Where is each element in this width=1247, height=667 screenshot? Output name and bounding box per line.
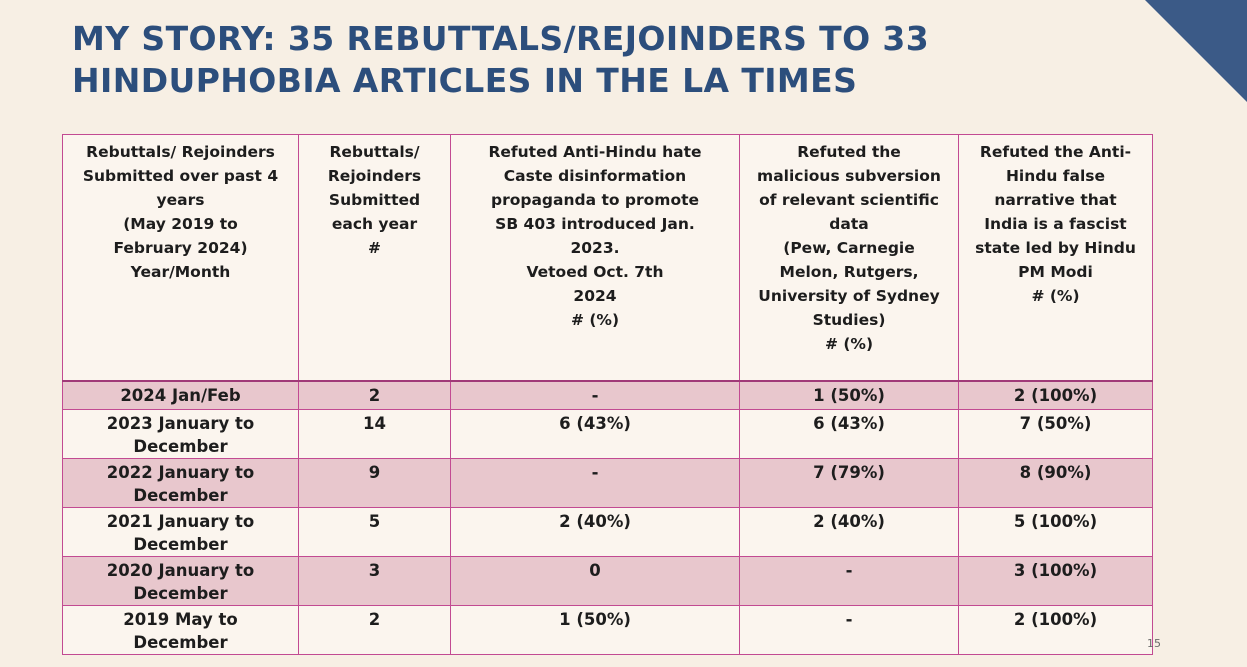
cell-sb403: 0 <box>450 556 740 606</box>
cell-scientific: - <box>739 556 959 606</box>
cell-sb403: 2 (40%) <box>450 507 740 557</box>
corner-accent <box>1145 0 1247 102</box>
cell-sb403: - <box>450 458 740 508</box>
cell-fascist: 2 (100%) <box>958 605 1153 655</box>
cell-count: 14 <box>298 409 451 459</box>
slide-title: MY STORY: 35 REBUTTALS/REJOINDERS TO 33 … <box>72 18 1112 102</box>
cell-count: 9 <box>298 458 451 508</box>
cell-period: 2022 January to December <box>62 458 299 508</box>
table-row: 2021 January to December 5 2 (40%) 2 (40… <box>62 507 1153 557</box>
cell-scientific: 6 (43%) <box>739 409 959 459</box>
header-period: Rebuttals/ Rejoinders Submitted over pas… <box>62 134 299 382</box>
table-header-row: Rebuttals/ Rejoinders Submitted over pas… <box>62 134 1153 382</box>
cell-sb403: - <box>450 380 740 410</box>
cell-sb403: 1 (50%) <box>450 605 740 655</box>
cell-fascist: 7 (50%) <box>958 409 1153 459</box>
rebuttals-table: Rebuttals/ Rejoinders Submitted over pas… <box>62 134 1153 655</box>
cell-period: 2021 January to December <box>62 507 299 557</box>
cell-count: 2 <box>298 380 451 410</box>
cell-count: 2 <box>298 605 451 655</box>
cell-fascist: 2 (100%) <box>958 380 1153 410</box>
cell-sb403: 6 (43%) <box>450 409 740 459</box>
cell-scientific: - <box>739 605 959 655</box>
header-scientific-data: Refuted the malicious subversion of rele… <box>739 134 959 382</box>
cell-count: 5 <box>298 507 451 557</box>
cell-scientific: 2 (40%) <box>739 507 959 557</box>
cell-fascist: 8 (90%) <box>958 458 1153 508</box>
table-row: 2019 May to December 2 1 (50%) - 2 (100%… <box>62 605 1153 655</box>
title-line-1: MY STORY: 35 REBUTTALS/REJOINDERS TO 33 <box>72 19 930 58</box>
title-line-2: HINDUPHOBIA ARTICLES IN THE LA TIMES <box>72 61 858 100</box>
cell-period: 2023 January to December <box>62 409 299 459</box>
table-row: 2020 January to December 3 0 - 3 (100%) <box>62 556 1153 606</box>
page-number: 15 <box>1147 637 1161 650</box>
cell-count: 3 <box>298 556 451 606</box>
cell-period: 2024 Jan/Feb <box>62 380 299 410</box>
cell-period: 2020 January to December <box>62 556 299 606</box>
cell-scientific: 7 (79%) <box>739 458 959 508</box>
header-fascist-narrative: Refuted the Anti- Hindu false narrative … <box>958 134 1153 382</box>
cell-period: 2019 May to December <box>62 605 299 655</box>
cell-fascist: 5 (100%) <box>958 507 1153 557</box>
cell-fascist: 3 (100%) <box>958 556 1153 606</box>
table-row: 2022 January to December 9 - 7 (79%) 8 (… <box>62 458 1153 508</box>
table-row: 2023 January to December 14 6 (43%) 6 (4… <box>62 409 1153 459</box>
header-count: Rebuttals/ Rejoinders Submitted each yea… <box>298 134 451 382</box>
table-row: 2024 Jan/Feb 2 - 1 (50%) 2 (100%) <box>62 380 1153 410</box>
cell-scientific: 1 (50%) <box>739 380 959 410</box>
header-sb403: Refuted Anti-Hindu hate Caste disinforma… <box>450 134 740 382</box>
